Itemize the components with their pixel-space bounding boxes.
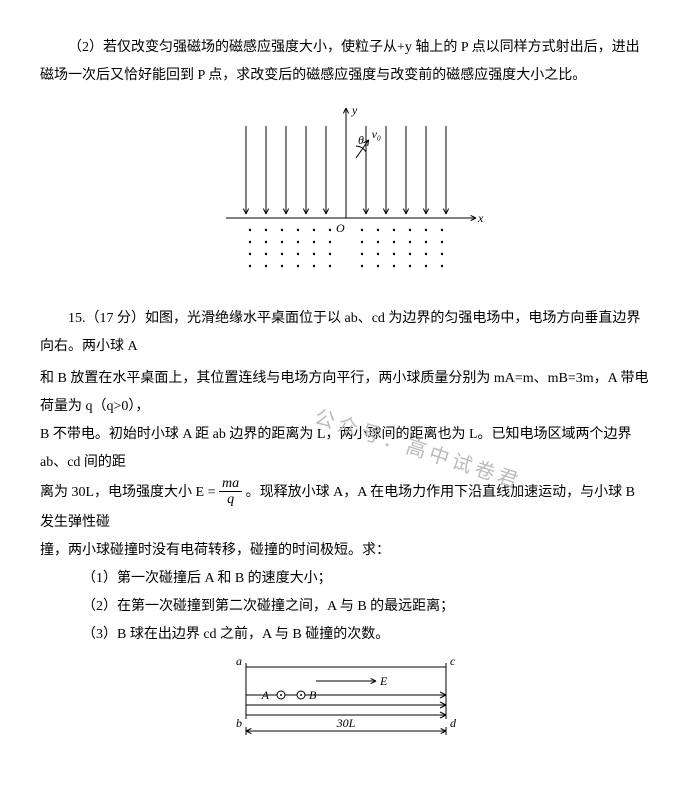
svg-text:E: E	[379, 674, 388, 688]
svg-text:A: A	[261, 688, 270, 702]
figure-2-wrap: Ea b c d A B 30L	[40, 657, 652, 758]
svg-text:x: x	[477, 211, 484, 225]
figure-1: x y Oθ v₀	[206, 98, 486, 278]
svg-text:y: y	[351, 103, 358, 117]
q15-line-d-pre: 离为 30L，电场强度大小 E =	[40, 485, 219, 500]
svg-text:v₀: v₀	[372, 127, 382, 141]
fraction-num: ma	[219, 476, 242, 492]
svg-text:a: a	[236, 657, 242, 668]
figure-1-wrap: x y Oθ v₀	[40, 98, 652, 289]
svg-text:b: b	[236, 716, 242, 730]
svg-text:O: O	[336, 221, 345, 235]
q15-line-e: 撞，两小球碰撞时没有电荷转移，碰撞的时间极短。求：	[40, 537, 652, 565]
q15-line-d: 离为 30L，电场强度大小 E = ma q 。现释放小球 A，A 在电场力作用…	[40, 477, 652, 537]
figure-2: Ea b c d A B 30L	[206, 657, 486, 747]
svg-text:c: c	[450, 657, 456, 668]
q15-line-b: 和 B 放置在水平桌面上，其位置连线与电场方向平行，两小球质量分别为 mA=m、…	[40, 365, 652, 421]
q15-line-c: B 不带电。初始时小球 A 距 ab 边界的距离为 L，两小球间的距离也为 L。…	[40, 421, 652, 477]
svg-text:30L: 30L	[336, 716, 356, 730]
q15-sub-3: （3）B 球在出边界 cd 之前，A 与 B 碰撞的次数。	[82, 621, 652, 649]
q15-sub-2: （2）在第一次碰撞到第二次碰撞之间，A 与 B 的最远距离；	[82, 593, 652, 621]
fraction-den: q	[219, 492, 242, 507]
q14-part2: （2）若仅改变匀强磁场的磁感应强度大小，使粒子从+y 轴上的 P 点以同样方式射…	[40, 34, 652, 90]
svg-text:B: B	[309, 688, 317, 702]
q15-sub-1: （1）第一次碰撞后 A 和 B 的速度大小；	[82, 565, 652, 593]
q15-line-a: 15.（17 分）如图，光滑绝缘水平桌面位于以 ab、cd 为边界的匀强电场中，…	[40, 305, 652, 361]
fraction-ma-q: ma q	[219, 476, 242, 508]
svg-text:θ: θ	[358, 133, 364, 147]
svg-text:d: d	[450, 716, 457, 730]
